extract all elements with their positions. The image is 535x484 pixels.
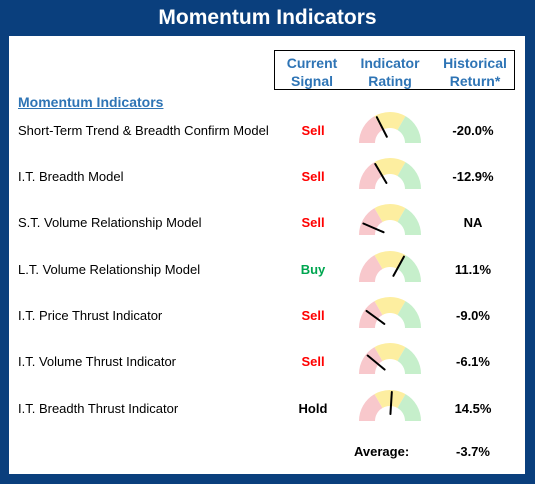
indicator-row: I.T. Breadth Thrust Indicator Hold 14.5%: [9, 389, 525, 429]
header-current-signal-line1: Current: [286, 55, 338, 71]
indicator-row: I.T. Breadth Model Sell -12.9%: [9, 157, 525, 197]
gauge-needle: [389, 391, 393, 416]
indicator-row: Short-Term Trend & Breadth Confirm Model…: [9, 111, 525, 151]
indicator-name: Short-Term Trend & Breadth Confirm Model: [18, 123, 269, 138]
header-historical-return: Historical Return*: [437, 54, 513, 90]
rating-gauge: [359, 112, 421, 143]
gauge-green-zone: [397, 208, 421, 235]
current-signal: Sell: [301, 169, 325, 184]
rating-gauge: [359, 343, 421, 374]
gauge-needle: [366, 354, 386, 371]
gauge-red-zone: [359, 116, 383, 143]
current-signal: Hold: [298, 401, 328, 416]
indicator-row: L.T. Volume Relationship Model Buy 11.1%: [9, 250, 525, 290]
gauge-yellow-zone: [374, 251, 406, 270]
gauge-yellow-zone: [374, 343, 406, 362]
indicator-row: I.T. Price Thrust Indicator Sell -9.0%: [9, 296, 525, 336]
gauge-yellow-zone: [374, 204, 406, 223]
gauge-yellow-zone: [374, 297, 406, 316]
gauge-needle: [375, 116, 388, 138]
rating-gauge: [359, 204, 421, 235]
indicator-name: S.T. Volume Relationship Model: [18, 215, 202, 230]
indicator-name: I.T. Price Thrust Indicator: [18, 308, 163, 323]
average-value: -3.7%: [456, 444, 490, 459]
header-historical-return-line1: Historical: [443, 55, 507, 71]
rating-gauge: [359, 158, 421, 189]
gauge-red-zone: [359, 394, 383, 421]
header-current-signal: Current Signal: [279, 54, 345, 90]
indicator-name: L.T. Volume Relationship Model: [18, 262, 201, 277]
gauge-green-zone: [397, 255, 421, 282]
rating-gauge: [359, 297, 421, 328]
gauge-green-zone: [397, 301, 421, 328]
historical-return: -6.1%: [456, 354, 490, 369]
gauge-green-zone: [397, 347, 421, 374]
historical-return: -20.0%: [452, 123, 494, 138]
section-title: Momentum Indicators: [18, 94, 164, 110]
header-indicator-rating: Indicator Rating: [354, 54, 426, 90]
header-box: [274, 50, 515, 90]
gauge-red-zone: [359, 347, 383, 374]
indicator-row: I.T. Volume Thrust Indicator Sell -6.1%: [9, 342, 525, 382]
historical-return: -12.9%: [452, 169, 494, 184]
gauge-needle: [374, 163, 388, 184]
gauge-yellow-zone: [374, 158, 406, 177]
current-signal: Sell: [301, 354, 325, 369]
current-signal: Sell: [301, 215, 325, 230]
gauge-green-zone: [397, 394, 421, 421]
current-signal: Buy: [300, 262, 326, 277]
gauge-needle: [392, 255, 405, 277]
gauge-yellow-zone: [374, 390, 406, 409]
indicator-panel: Current Signal Indicator Rating Historic…: [9, 36, 525, 474]
header-historical-return-line2: Return*: [449, 73, 501, 89]
historical-return: 14.5%: [454, 401, 492, 416]
gauge-needle: [362, 222, 385, 234]
indicator-name: I.T. Breadth Thrust Indicator: [18, 401, 179, 416]
gauge-red-zone: [359, 162, 383, 189]
historical-return: 11.1%: [454, 262, 492, 277]
page-title: Momentum Indicators: [158, 6, 377, 29]
historical-return: -9.0%: [456, 308, 490, 323]
current-signal: Sell: [301, 308, 325, 323]
indicator-name: I.T. Breadth Model: [18, 169, 124, 184]
current-signal: Sell: [301, 123, 325, 138]
gauge-needle: [365, 309, 386, 325]
gauge-yellow-zone: [374, 112, 406, 131]
rating-gauge: [359, 390, 421, 421]
gauge-green-zone: [397, 116, 421, 143]
gauge-red-zone: [359, 255, 383, 282]
gauge-green-zone: [397, 162, 421, 189]
indicator-row: S.T. Volume Relationship Model Sell NA: [9, 203, 525, 243]
header-indicator-rating-line2: Rating: [368, 73, 412, 89]
indicator-name: I.T. Volume Thrust Indicator: [18, 354, 176, 369]
historical-return: NA: [463, 215, 483, 230]
gauge-red-zone: [359, 208, 383, 235]
rating-gauge: [359, 251, 421, 282]
header-indicator-rating-line1: Indicator: [360, 55, 420, 71]
header-current-signal-line2: Signal: [290, 73, 333, 89]
average-label: Average:: [354, 444, 410, 459]
